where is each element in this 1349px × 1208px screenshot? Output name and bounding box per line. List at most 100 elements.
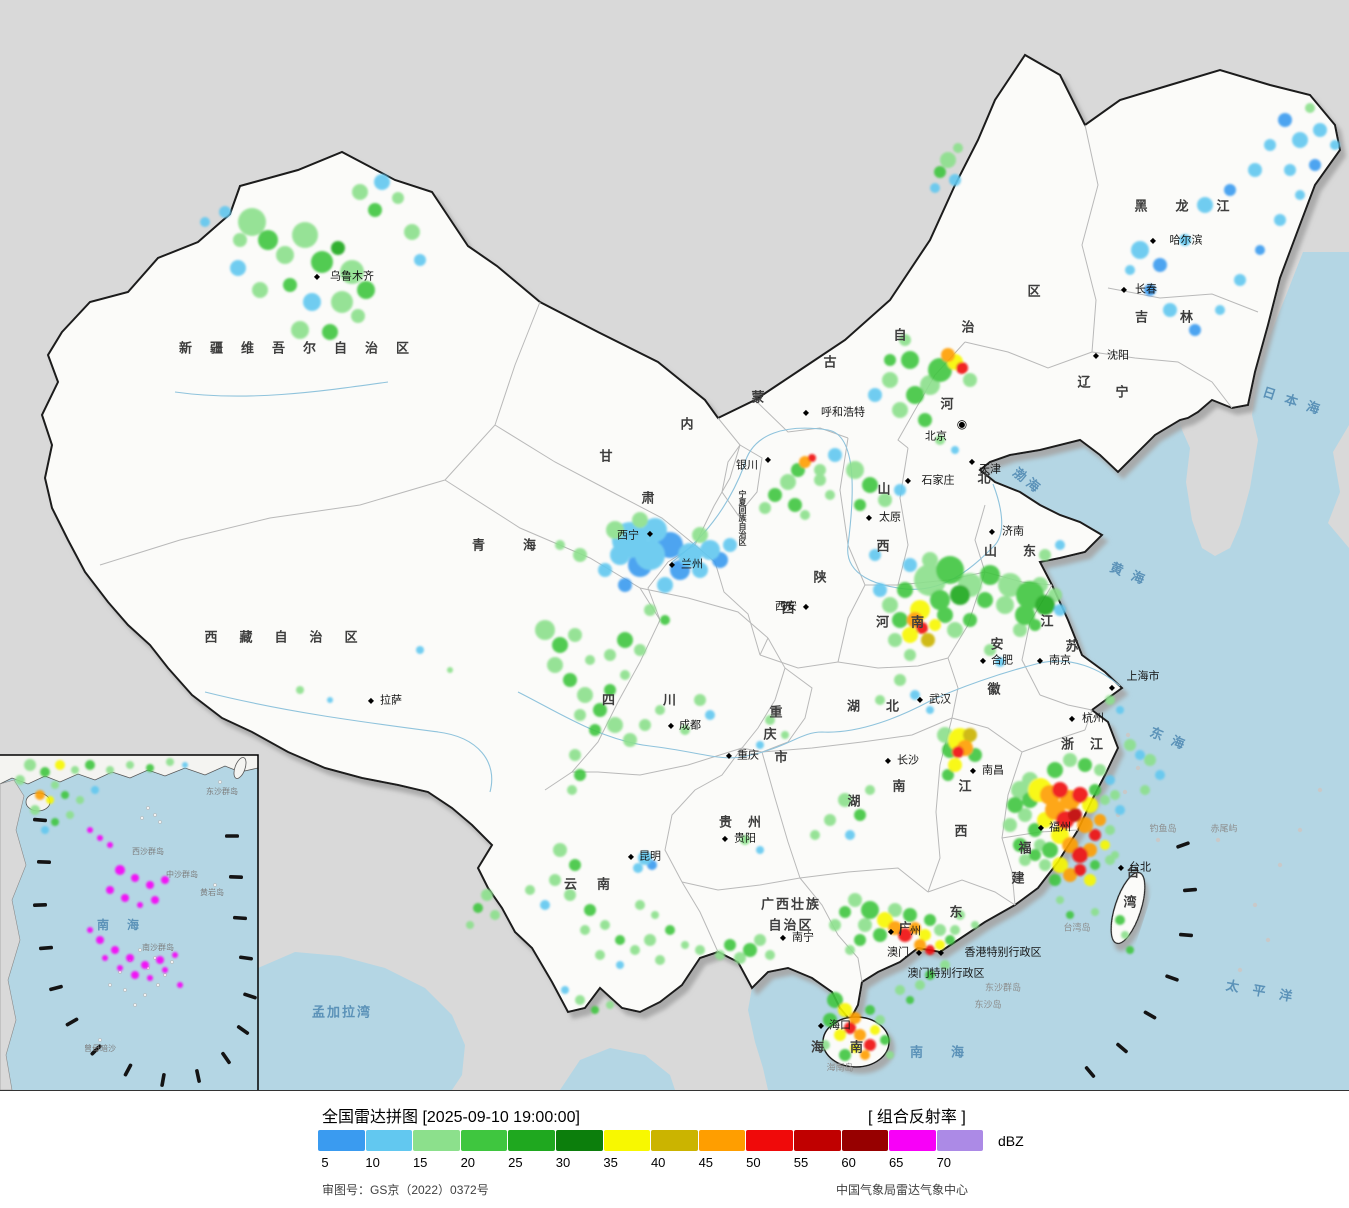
radar-echo [692, 527, 708, 543]
radar-echo [311, 251, 333, 273]
legend-color-cell-60 [841, 1130, 889, 1151]
radar-echo [918, 413, 932, 427]
radar-echo [865, 785, 875, 795]
legend-tick: 70 [936, 1155, 952, 1170]
taiwan-island [1110, 871, 1146, 945]
radar-echo [1084, 874, 1096, 886]
radar-echo [595, 950, 605, 960]
radar-echo [934, 166, 946, 178]
radar-echo [936, 556, 964, 584]
radar-echo [977, 592, 993, 608]
radar-echo [276, 246, 294, 264]
radar-echo [860, 1050, 870, 1060]
radar-echo [644, 604, 656, 616]
radar-echo [638, 851, 652, 865]
radar-echo [948, 758, 962, 772]
radar-echo [743, 943, 757, 957]
radar-echo [788, 498, 802, 512]
boundary-dash [1176, 841, 1190, 849]
radar-echo [854, 809, 866, 821]
province-boundary [947, 657, 959, 719]
legend-tick: 65 [888, 1155, 904, 1170]
radar-echo [561, 986, 569, 994]
radar-echo [875, 695, 885, 705]
radar-echo [1028, 823, 1042, 837]
inset-islet [153, 813, 157, 817]
radar-echo [1115, 805, 1125, 815]
inset-islet [98, 1038, 102, 1042]
islet [1277, 862, 1283, 868]
radar-echo [899, 334, 911, 346]
province-boundary [761, 667, 813, 753]
radar-echo [963, 373, 977, 387]
radar-echo [162, 967, 168, 973]
legend-tick: 40 [650, 1155, 666, 1170]
radar-echo [655, 705, 665, 715]
radar-echo [935, 435, 945, 445]
radar-echo [200, 217, 210, 227]
radar-echo [895, 985, 905, 995]
boundary-dash [1084, 1066, 1096, 1078]
radar-echo [834, 1029, 846, 1041]
radar-echo [481, 889, 493, 901]
radar-echo [166, 758, 174, 766]
radar-echo [1029, 849, 1041, 861]
province-boundary [799, 877, 863, 983]
radar-echo [1330, 140, 1340, 150]
radar-echo [1248, 163, 1262, 177]
radar-echo [665, 925, 675, 935]
radar-echo [630, 945, 640, 955]
radar-echo [1110, 790, 1120, 800]
radar-echo [724, 939, 736, 951]
province-boundary [1021, 729, 1086, 753]
islet [1317, 787, 1323, 793]
radar-echo [1039, 549, 1051, 561]
radar-echo [781, 731, 789, 739]
radar-echo [604, 684, 616, 696]
legend-tick: 5 [321, 1155, 329, 1170]
radar-echo [1111, 851, 1119, 859]
radar-echo [839, 1049, 851, 1061]
radar-echo [598, 563, 612, 577]
legend-color-cell-40 [651, 1130, 698, 1151]
radar-echo [131, 874, 139, 882]
radar-echo [922, 552, 938, 568]
inset-islet [218, 780, 222, 784]
radar-echo [1013, 838, 1027, 852]
radar-echo [910, 690, 920, 700]
radar-echo [892, 402, 908, 418]
radar-echo [547, 657, 563, 673]
legend-tick: 20 [460, 1155, 476, 1170]
islet [1237, 967, 1243, 973]
radar-echo [233, 233, 247, 247]
province-boundary [837, 657, 949, 669]
radar-echo [24, 759, 36, 771]
islet [1122, 789, 1128, 795]
radar-echo [172, 952, 178, 958]
inset-islet [138, 948, 142, 952]
inset-boundary-dash [243, 992, 257, 1000]
radar-echo [1013, 623, 1027, 637]
radar-echo [875, 1015, 885, 1025]
radar-echo [888, 921, 902, 935]
radar-echo [838, 1003, 852, 1017]
radar-echo [934, 924, 946, 936]
province-boundary [1039, 694, 1093, 711]
radar-echo [1284, 164, 1296, 176]
radar-echo [574, 709, 586, 721]
radar-echo [980, 565, 1000, 585]
radar-echo [151, 896, 159, 904]
radar-echo [858, 918, 872, 932]
radar-echo [1124, 739, 1136, 751]
legend-panel: 全国雷达拼图 [2025-09-10 19:00:00] [ 组合反射率 ] d… [0, 1091, 1349, 1208]
radar-echo [916, 622, 928, 634]
radar-echo [632, 512, 648, 528]
radar-echo [925, 970, 935, 980]
province-boundary [927, 879, 1016, 906]
radar-echo [121, 894, 129, 902]
radar-echo [567, 785, 577, 795]
radar-echo [873, 583, 887, 597]
radar-echo [1054, 604, 1066, 616]
radar-echo [1105, 775, 1115, 785]
province-boundary [799, 867, 929, 893]
